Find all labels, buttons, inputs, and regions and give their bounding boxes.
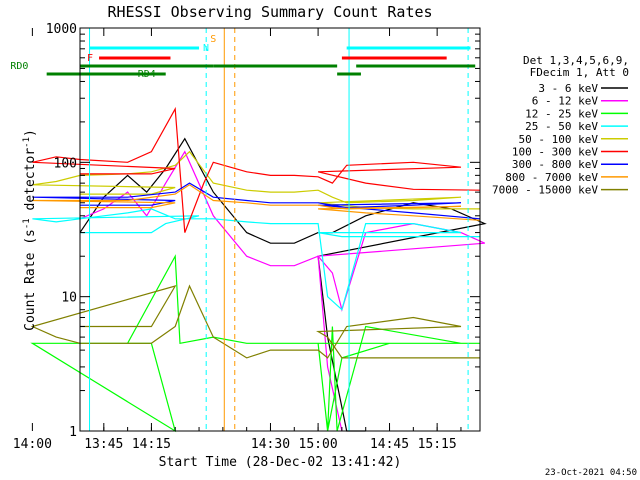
flag-label-rd4: RD4 xyxy=(138,69,156,80)
y-label-part2: detector xyxy=(23,148,38,219)
x-tick-label-5: 15:00 xyxy=(299,437,338,452)
x-tick-label-6: 15:15 xyxy=(418,437,457,452)
legend-label-2: 12 - 25 keV xyxy=(525,107,598,120)
flag-label-rd0: RD0 xyxy=(10,61,28,72)
legend-label-1: 6 - 12 keV xyxy=(532,95,599,108)
series-line-4 xyxy=(32,150,480,210)
vline-layer xyxy=(89,28,469,431)
series-layer xyxy=(30,106,487,433)
series-line-0 xyxy=(79,137,487,432)
series-line-3 xyxy=(32,208,480,311)
x-tick-label-2: 14:15 xyxy=(132,437,171,452)
footer-stamp: 23-Oct-2021 04:50 xyxy=(545,468,637,478)
y-axis-label: Count Rate (s-1 detector-1) xyxy=(22,129,38,331)
tick-layer: 13:45 14:00 14:15 14:30 14:45 15:00 15:15 1000 1… xyxy=(13,22,480,452)
x-axis-label: Start Time (28-Dec-02 13:41:42) xyxy=(159,455,402,470)
x-tick-label-1: 14:00 xyxy=(13,437,52,452)
legend-header-0: Det 1,3,4,5,6,9, xyxy=(523,54,629,67)
series-line-7 xyxy=(32,184,481,221)
series-line-2 xyxy=(30,254,480,433)
flag-label-n: N xyxy=(203,43,209,54)
y-label-part3: ) xyxy=(23,129,38,137)
y-label-part1: Count Rate (s xyxy=(23,229,38,331)
legend-label-4: 50 - 100 keV xyxy=(519,133,599,146)
series-line-6 xyxy=(32,182,481,220)
flag-layer: N F RD0 RD4 S xyxy=(10,34,476,80)
x-tick-label-4: 14:45 xyxy=(370,437,409,452)
flag-label-f: F xyxy=(87,53,93,64)
flag-label-s: S xyxy=(210,34,216,45)
legend-header-1: FDecim 1, Att 0 xyxy=(530,66,629,79)
legend-label-3: 25 - 50 keV xyxy=(525,120,598,133)
series-line-5 xyxy=(32,106,481,233)
series-line-1 xyxy=(79,150,486,432)
y-tick-label-0: 1000 xyxy=(46,22,77,37)
x-tick-label-3: 14:30 xyxy=(251,437,290,452)
legend: Det 1,3,4,5,6,9,FDecim 1, Att 0 3 - 6 keV… xyxy=(492,54,629,197)
legend-label-5: 100 - 300 keV xyxy=(512,146,598,159)
x-tick-label-0: 13:45 xyxy=(84,437,123,452)
y-tick-label-2: 10 xyxy=(61,291,77,306)
chart-title: RHESSI Observing Summary Count Rates xyxy=(107,3,432,21)
legend-label-8: 7000 - 15000 keV xyxy=(492,184,598,197)
y-tick-label-1: 100 xyxy=(54,156,77,171)
series-line-8 xyxy=(30,284,480,359)
y-tick-label-3: 1 xyxy=(69,425,77,440)
legend-label-0: 3 - 6 keV xyxy=(538,82,598,95)
legend-label-7: 800 - 7000 keV xyxy=(505,171,598,184)
plot-frame xyxy=(79,27,481,432)
y-label-exp2: -1 xyxy=(22,137,32,148)
legend-label-6: 300 - 800 keV xyxy=(512,158,598,171)
y-label-exp1: -1 xyxy=(22,218,32,229)
